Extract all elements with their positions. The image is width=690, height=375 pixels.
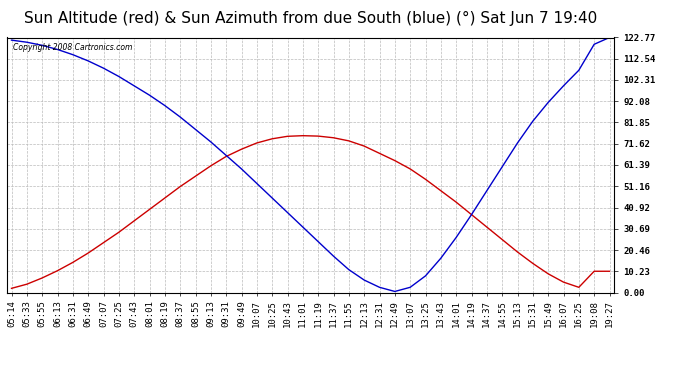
Text: Sun Altitude (red) & Sun Azimuth from due South (blue) (°) Sat Jun 7 19:40: Sun Altitude (red) & Sun Azimuth from du… [24, 11, 597, 26]
Text: Copyright 2008 Cartronics.com: Copyright 2008 Cartronics.com [13, 43, 132, 52]
